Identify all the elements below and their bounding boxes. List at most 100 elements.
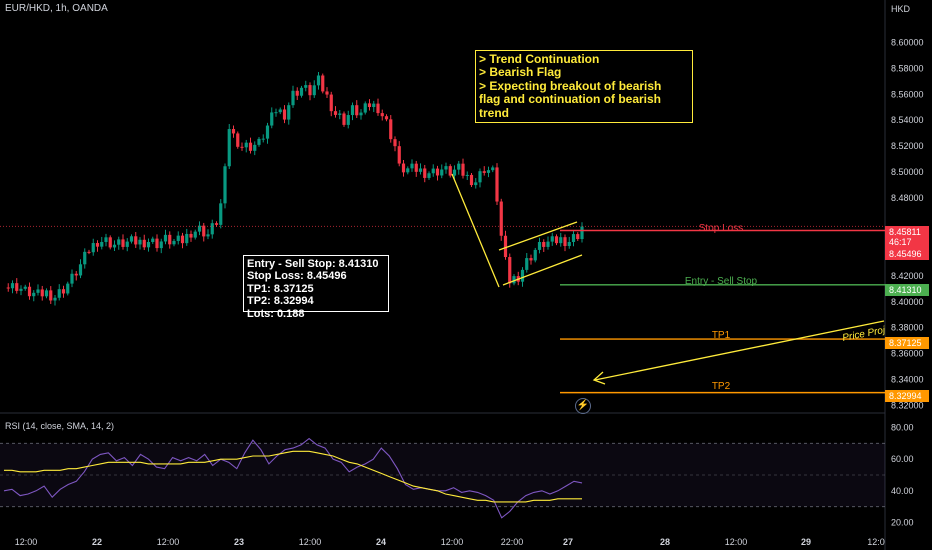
candle-body xyxy=(308,85,312,96)
candle-body xyxy=(74,273,78,276)
candle-body xyxy=(423,168,427,178)
price-axis-tick: 8.58000 xyxy=(891,63,924,73)
candle-body xyxy=(40,289,44,297)
candle-body xyxy=(138,239,142,245)
candle-body xyxy=(512,276,516,284)
candle-body xyxy=(576,234,580,240)
candle-body xyxy=(508,257,512,284)
candle-body xyxy=(61,289,66,294)
price-axis-tick: 8.54000 xyxy=(891,115,924,125)
candle-body xyxy=(461,163,465,176)
candle-body xyxy=(91,243,95,253)
flagpole-line xyxy=(451,173,500,288)
tp2-label: TP2 xyxy=(711,381,731,392)
time-axis-tick: 12:00 xyxy=(441,537,464,547)
candle-body xyxy=(495,167,499,202)
candle-body xyxy=(10,283,15,289)
time-axis-tick: 29 xyxy=(801,537,811,547)
note-line: > Bearish Flag xyxy=(479,65,562,80)
entry-label: Entry - Sell Stop xyxy=(684,276,758,287)
candle-body xyxy=(32,292,36,297)
candle-body xyxy=(95,243,100,247)
note-line: > Trend Continuation xyxy=(479,52,600,66)
price-axis-tick: 8.36000 xyxy=(891,349,924,359)
candle-body xyxy=(44,290,49,297)
last-price-tag: 8.45811 xyxy=(885,226,929,238)
candle-body xyxy=(189,233,193,238)
candle-body xyxy=(333,111,338,115)
stop-loss-label: Stop Loss xyxy=(698,223,744,234)
candle-body xyxy=(499,201,503,236)
tp2-price-tag: 8.32994 xyxy=(885,390,929,402)
candle-body xyxy=(342,113,346,125)
candle-body xyxy=(236,133,240,147)
candle-body xyxy=(185,233,189,244)
candle-body xyxy=(389,119,393,140)
candle-body xyxy=(571,234,576,242)
candle-body xyxy=(270,112,274,126)
candle-body xyxy=(406,168,410,173)
candle-body xyxy=(448,166,452,176)
entry-price-tag: 8.41310 xyxy=(885,284,929,296)
currency-label: HKD xyxy=(891,4,911,14)
candle-body xyxy=(112,244,117,248)
candle-body xyxy=(151,238,155,242)
grid xyxy=(0,0,886,550)
candle-body xyxy=(350,105,355,116)
candle-body xyxy=(452,169,457,176)
candle-body xyxy=(193,231,197,238)
candle-body xyxy=(431,168,435,174)
candle-body xyxy=(486,170,491,173)
candle-body xyxy=(372,103,376,107)
candle-body xyxy=(380,113,384,117)
candle-body xyxy=(291,90,295,106)
analysis-note[interactable]: > Trend Continuation > Bearish Flag > Ex… xyxy=(475,50,693,123)
rsi-panel xyxy=(0,437,885,519)
candle-body xyxy=(117,239,121,245)
candle-body xyxy=(70,273,74,284)
candle-body xyxy=(304,85,308,88)
candle-body xyxy=(83,251,87,265)
candle-body xyxy=(401,163,406,173)
rsi-band-fill xyxy=(0,443,885,507)
candle-body xyxy=(457,163,461,170)
price-axis-tick: 8.56000 xyxy=(891,89,924,99)
candle-body xyxy=(197,225,202,232)
info-line-lots: Lots: 0.188 xyxy=(247,307,305,320)
candle-body xyxy=(214,223,219,225)
tp1-price-tag: 8.37125 xyxy=(885,337,929,349)
candle-body xyxy=(23,286,27,289)
candle-body xyxy=(240,146,244,148)
trade-info-box[interactable]: Entry - Sell Stop: 8.41310 Stop Loss: 8.… xyxy=(243,255,389,320)
symbol-title[interactable]: EUR/HKD, 1h, OANDA xyxy=(5,3,108,14)
info-line-tp1: TP1: 8.37125 xyxy=(247,282,314,295)
candle-body xyxy=(146,241,151,248)
price-axis-tick: 8.50000 xyxy=(891,167,924,177)
candle-body xyxy=(346,115,350,125)
candle-body xyxy=(329,94,333,112)
candle-body xyxy=(376,103,380,114)
candle-body xyxy=(435,168,440,176)
price-axis-tick: 8.42000 xyxy=(891,271,924,281)
candle-body xyxy=(265,125,270,139)
tp1-label: TP1 xyxy=(711,330,731,341)
flash-icon[interactable]: ⚡ xyxy=(575,398,591,414)
candle-body xyxy=(253,144,257,151)
candle-body xyxy=(223,166,227,204)
candle-body xyxy=(397,146,401,164)
rsi-title[interactable]: RSI (14, close, SMA, 14, 2) xyxy=(5,421,115,431)
candle-body xyxy=(444,166,448,170)
candle-body xyxy=(49,290,53,301)
candle-body xyxy=(321,75,325,92)
projection-line xyxy=(594,320,885,381)
candle-body xyxy=(533,249,537,261)
candle-body xyxy=(15,283,19,291)
candle-body xyxy=(78,264,83,276)
candle-body xyxy=(554,236,559,244)
candle-body xyxy=(231,129,236,134)
info-line-tp2: TP2: 8.32994 xyxy=(247,295,314,308)
candle-body xyxy=(359,112,363,116)
price-axis-tick: 8.48000 xyxy=(891,193,924,203)
candle-body xyxy=(469,174,474,186)
